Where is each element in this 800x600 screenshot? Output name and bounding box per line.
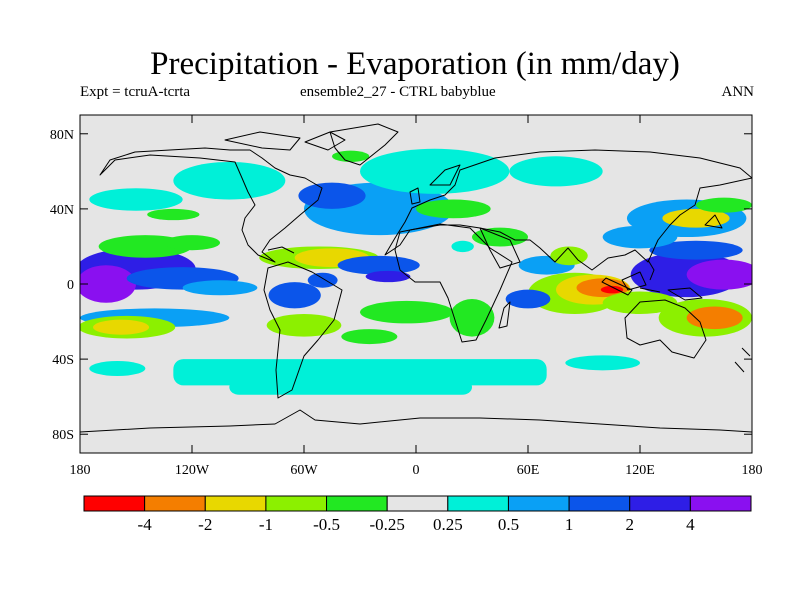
contour-region-44 [602, 291, 678, 315]
colorbar-label: 2 [625, 515, 634, 534]
contour-region-45 [472, 227, 528, 247]
colorbar-label: -2 [198, 515, 212, 534]
colorbar-label: 1 [565, 515, 574, 534]
contour-region-31 [600, 285, 624, 294]
contour-region-20 [298, 182, 366, 209]
x-tick-label: 180 [70, 463, 91, 478]
ensemble-label: ensemble2_27 - CTRL babyblue [300, 84, 496, 100]
contour-fields [80, 148, 752, 395]
colorbar-label: 4 [686, 515, 695, 534]
chart-title: Precipitation - Evaporation (in mm/day) [150, 46, 680, 82]
contour-region-15 [307, 272, 338, 288]
contour-region-51 [89, 360, 146, 377]
x-tick-label: 120E [625, 463, 655, 478]
contour-region-41 [696, 197, 752, 213]
x-tick-label: 60E [517, 463, 540, 478]
contour-region-2 [80, 265, 136, 303]
colorbar-label: -4 [138, 515, 153, 534]
experiment-label: Expt = tcruA-tcrta [80, 84, 191, 100]
contour-region-36 [686, 259, 752, 290]
contour-region-17 [360, 300, 454, 324]
y-tick-label: 40S [52, 353, 74, 368]
colorbar-swatch [204, 495, 267, 512]
contour-region-22 [173, 161, 286, 200]
contour-region-13 [365, 270, 411, 283]
contour-region-50 [565, 355, 641, 371]
colorbar-swatch [568, 495, 631, 512]
contour-region-46 [449, 299, 495, 337]
x-tick-label: 120W [175, 463, 210, 478]
colorbar-swatch [326, 495, 388, 512]
contour-region-47 [451, 240, 474, 253]
colorbar-label: -1 [259, 515, 273, 534]
colorbar-label: -0.5 [313, 515, 340, 534]
contour-region-48 [173, 359, 547, 386]
contour-region-27 [147, 208, 200, 221]
y-tick-label: 40N [50, 203, 74, 218]
x-tick-label: 0 [413, 463, 420, 478]
colorbar: -4 -2 -1 -0.5 -0.25 0.25 0.5 1 2 4 [83, 495, 752, 534]
contour-region-23 [89, 188, 183, 211]
contour-region-7 [93, 319, 150, 335]
y-tick-label: 80S [52, 428, 74, 443]
contour-region-12 [337, 255, 420, 275]
colorbar-swatch [447, 495, 509, 512]
colorbar-label: -0.25 [369, 515, 404, 534]
contour-region-18 [341, 329, 398, 345]
colorbar-swatch [507, 495, 570, 512]
contour-region-25 [332, 150, 370, 162]
contour-region-14 [268, 282, 321, 309]
x-axis: 180 120W 60W 0 60E 120E 180 [70, 115, 763, 478]
contour-region-40 [662, 208, 730, 228]
colorbar-swatch [83, 495, 146, 512]
coastlines [80, 123, 752, 433]
season-label: ANN [721, 84, 755, 100]
colorbar-label: 0.25 [433, 515, 463, 534]
x-tick-label: 60W [290, 463, 318, 478]
contour-region-5 [182, 280, 258, 296]
colorbar-swatch [386, 495, 449, 512]
contour-region-24 [509, 156, 603, 187]
contour-region-21 [360, 148, 510, 194]
colorbar-swatch [144, 495, 206, 512]
contour-region-9 [164, 235, 220, 251]
contour-region-26 [416, 199, 491, 219]
contour-region-32 [505, 289, 551, 309]
colorbar-swatch [629, 495, 691, 512]
contour-region-49 [229, 379, 472, 395]
contour-region-37 [649, 240, 743, 260]
x-tick-label: 180 [742, 463, 763, 478]
contour-region-16 [266, 314, 342, 337]
colorbar-label: 0.5 [498, 515, 519, 534]
colorbar-swatch [265, 495, 328, 512]
y-axis: 80N 40N 0 40S 80S [50, 128, 752, 443]
colorbar-swatch [689, 495, 752, 512]
y-tick-label: 0 [67, 278, 74, 293]
y-tick-label: 80N [50, 128, 74, 143]
